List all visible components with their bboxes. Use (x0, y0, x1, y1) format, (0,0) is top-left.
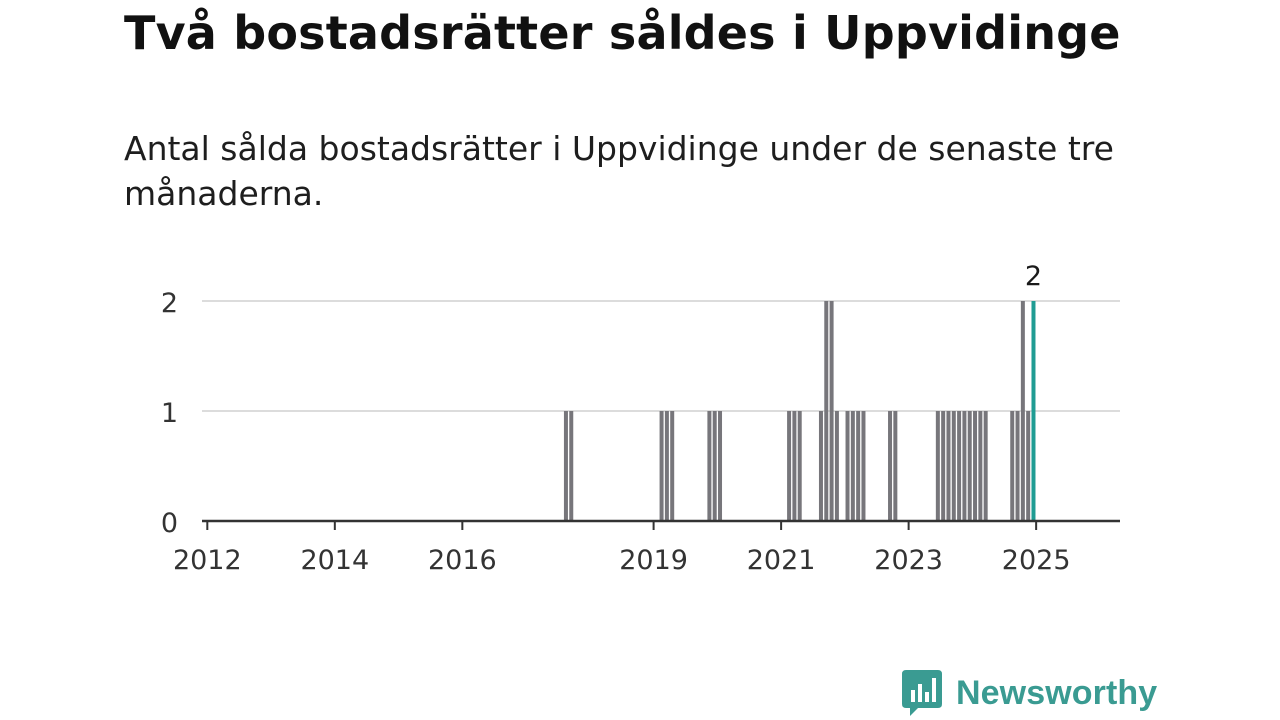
bar (792, 411, 797, 521)
x-tick-label: 2019 (619, 545, 688, 576)
bar (962, 411, 967, 521)
bar (845, 411, 850, 521)
bar (935, 411, 940, 521)
bar (1026, 411, 1031, 521)
bar (664, 411, 669, 521)
bar (973, 411, 978, 521)
bar (707, 411, 712, 521)
bar (893, 411, 898, 521)
bars (563, 301, 1036, 521)
x-tick-label: 2021 (747, 545, 816, 576)
axes (202, 519, 1120, 530)
bar (712, 411, 717, 521)
bar (850, 411, 855, 521)
bar (670, 411, 675, 521)
bar (967, 411, 972, 521)
bar (818, 411, 823, 521)
bar (856, 411, 861, 521)
bar (824, 301, 829, 521)
bar (983, 411, 988, 521)
bar (957, 411, 962, 521)
bar (941, 411, 946, 521)
bar (834, 411, 839, 521)
highlight-bar (1031, 301, 1036, 521)
brand-name: Newsworthy (956, 673, 1158, 712)
bar (569, 411, 574, 521)
x-tick-label: 2025 (1002, 545, 1071, 576)
bar (787, 411, 792, 521)
bar (1015, 411, 1020, 521)
bar (797, 411, 802, 521)
newsworthy-bar-chart-bubble-icon (902, 670, 942, 716)
bar (888, 411, 893, 521)
chart-title: Två bostadsrätter såldes i Uppvidinge (124, 6, 1121, 60)
y-tick-label: 0 (161, 508, 178, 539)
gridlines (202, 300, 1120, 412)
bar (718, 411, 723, 521)
bar (951, 411, 956, 521)
bar (978, 411, 983, 521)
tick-labels: 0 1 2 2 2012 2014 2016 2019 2021 2023 2025 (161, 261, 1071, 576)
y-tick-label: 1 (161, 398, 178, 429)
highlight-value-label: 2 (1025, 261, 1042, 292)
x-tick-label: 2014 (300, 545, 369, 576)
bar (1020, 301, 1025, 521)
bar (829, 301, 834, 521)
chart-subtitle: Antal sålda bostadsrätter i Uppvidinge u… (124, 129, 1114, 213)
bar (946, 411, 951, 521)
bar (1010, 411, 1015, 521)
x-tick-label: 2016 (428, 545, 497, 576)
bar (659, 411, 664, 521)
newsworthy-logo: Newsworthy (902, 670, 1157, 716)
bar (563, 411, 568, 521)
x-tick-label: 2012 (173, 545, 242, 576)
bar (861, 411, 866, 521)
x-tick-label: 2023 (874, 545, 943, 576)
y-tick-label: 2 (161, 288, 178, 319)
